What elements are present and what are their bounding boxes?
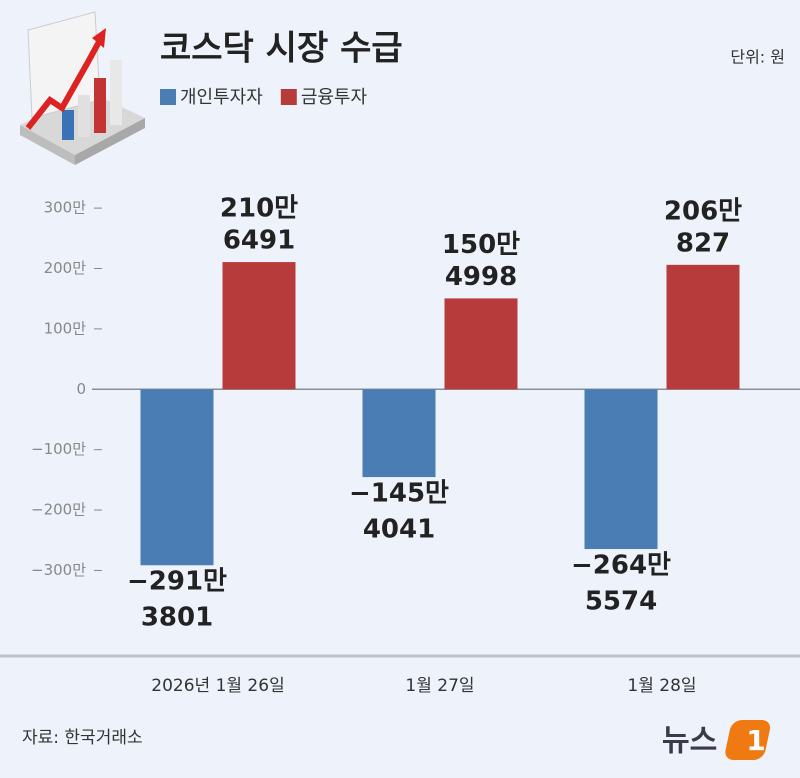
source: 자료: 한국거래소 [22, 728, 143, 748]
data-label: −291만 [127, 567, 227, 597]
data-label: −264만 [571, 551, 671, 581]
bar [140, 389, 214, 566]
x-tick-label: 2026년 1월 26일 [151, 676, 284, 696]
chart-icon [20, 11, 145, 165]
data-label: 4041 [363, 515, 435, 545]
y-tick-label: 100만 [44, 319, 87, 337]
bar [444, 298, 518, 390]
y-tick-label: 300만 [44, 199, 87, 217]
y-tick-label: −300만 [31, 561, 86, 579]
x-tick-label: 1월 27일 [405, 676, 474, 696]
data-label: −145만 [349, 479, 449, 509]
y-tick-label: 0 [76, 380, 86, 398]
logo-badge [725, 720, 771, 760]
data-label: 3801 [141, 603, 213, 633]
logo-text: 뉴스 [662, 724, 717, 759]
bar [584, 389, 658, 550]
bar [362, 389, 436, 478]
chart-title: 코스닥 시장 수급 [160, 29, 403, 69]
data-label: 5574 [585, 587, 657, 617]
data-label: 210만 [220, 194, 298, 224]
y-tick-label: −200만 [31, 501, 86, 519]
bar [666, 264, 740, 390]
legend-swatch [160, 89, 176, 105]
logo: 뉴스 1 [662, 720, 771, 760]
y-tick-label: 200만 [44, 259, 87, 277]
data-label: 6491 [223, 226, 295, 256]
x-tick-label: 1월 28일 [627, 676, 696, 696]
data-label: 827 [676, 228, 730, 258]
legend-label: 금융투자 [301, 87, 368, 108]
data-label: 4998 [445, 262, 517, 292]
y-tick-label: −100만 [31, 440, 86, 458]
unit-label: 단위: 원 [730, 48, 785, 67]
data-label: 206만 [664, 196, 742, 226]
logo-mark: 1 [746, 724, 765, 757]
bar [222, 262, 296, 390]
data-label: 150만 [442, 230, 520, 260]
legend-label: 개인투자자 [180, 87, 263, 108]
legend-swatch [280, 89, 297, 105]
